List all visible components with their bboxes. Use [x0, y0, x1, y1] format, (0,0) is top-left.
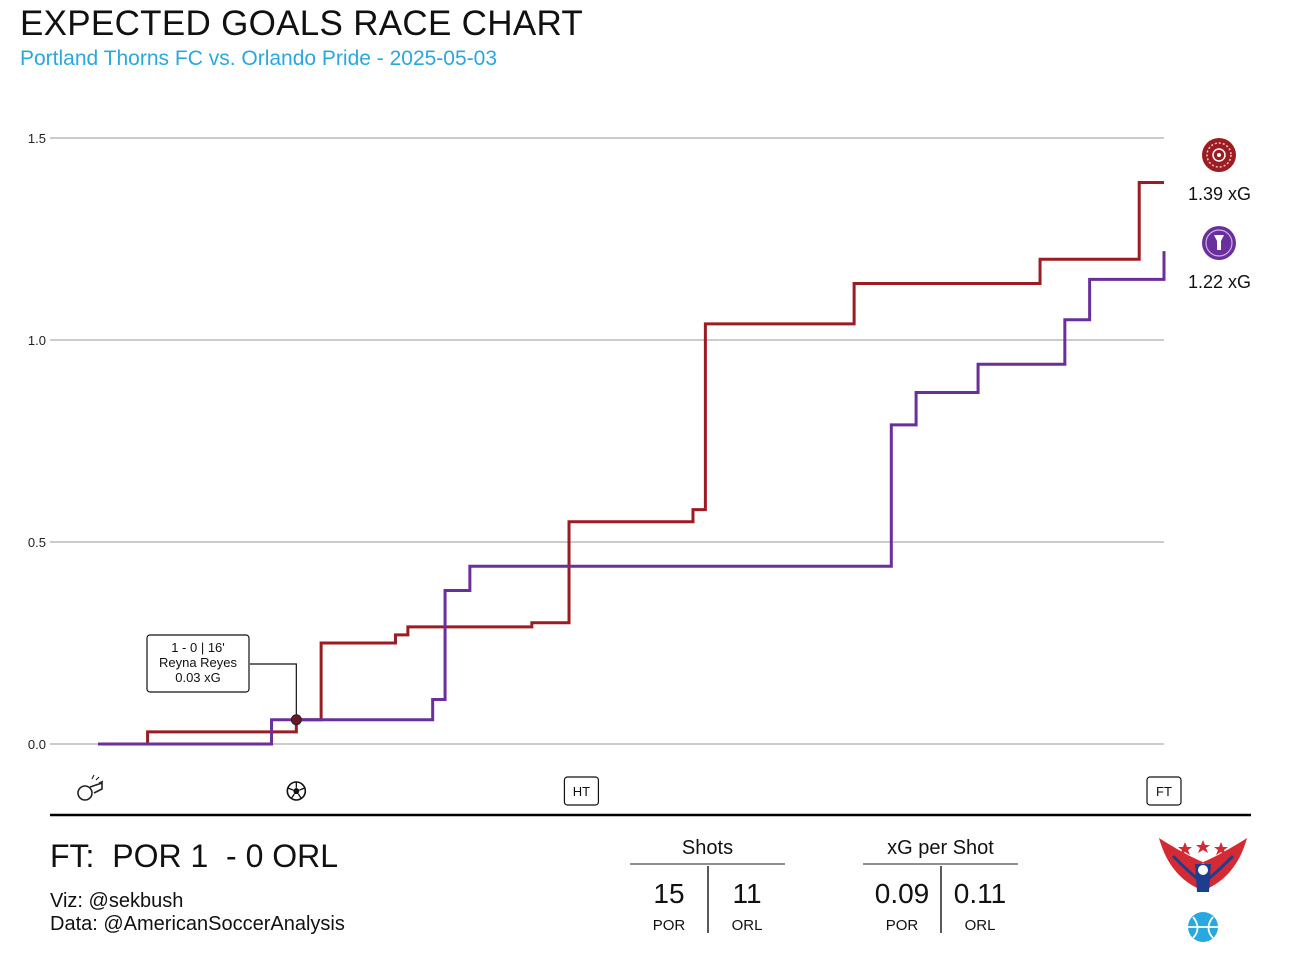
ht-marker-label: HT [573, 784, 590, 799]
y-tick-label: 1.0 [28, 333, 46, 348]
shots-por-label: POR [652, 917, 686, 934]
annotation-text: 0.03 xG [175, 670, 221, 685]
goal-marker [290, 714, 302, 726]
whistle-body [77, 785, 93, 801]
soccer-ball-icon [286, 781, 307, 801]
chart-subtitle: Portland Thorns FC vs. Orlando Pride - 2… [20, 47, 498, 70]
y-tick-label: 0.5 [28, 535, 46, 550]
whistle-mouth [89, 781, 103, 794]
xgps-orl-label: ORL [964, 917, 996, 934]
orl-end-label: 1.22 xG [1188, 272, 1252, 292]
viz-credit: Viz: @sekbush [50, 890, 184, 912]
ht-marker-box [563, 776, 600, 806]
annotation-leader [250, 663, 297, 720]
y-tick-label: 1.5 [28, 131, 46, 146]
por-end-label: 1.39 xG [1188, 184, 1252, 204]
ft-marker-box [1146, 776, 1182, 806]
orlando-pride-crest-icon [1202, 226, 1236, 260]
portland-thorns-crest-icon [1202, 138, 1236, 172]
annotation-text: 1 - 0 | 16' [171, 640, 225, 655]
shots-header: Shots [681, 837, 734, 859]
chart-title: EXPECTED GOALS RACE CHART [20, 4, 584, 43]
ball-seams [287, 782, 306, 799]
xgps-header: xG per Shot [887, 837, 994, 859]
final-score: FT: POR 1 - 0 ORL [50, 838, 339, 874]
orl-xg-line [98, 251, 1166, 746]
ft-marker: FT [1146, 776, 1182, 806]
eagle-soccer-logo-icon [1159, 838, 1247, 942]
ht-marker: HT [563, 776, 600, 806]
ball-patch [293, 787, 300, 794]
y-tick-label: 0.0 [28, 737, 46, 752]
shots-orl-label: ORL [731, 917, 763, 934]
xgps-por-value: 0.09 [874, 878, 930, 909]
xgps-por-label: POR [885, 917, 919, 934]
shots-por-value: 15 [653, 878, 685, 909]
whistle-sound [91, 774, 104, 784]
shots-orl-value: 11 [732, 878, 762, 909]
ft-marker-label: FT [1156, 784, 1172, 799]
whistle-icon [77, 774, 104, 801]
annotation-box [146, 634, 250, 693]
data-credit: Data: @AmericanSoccerAnalysis [50, 913, 345, 935]
por-xg-line [98, 180, 1164, 746]
annotation-text: Reyna Reyes [159, 655, 238, 670]
xgps-orl-value: 0.11 [953, 878, 1007, 909]
